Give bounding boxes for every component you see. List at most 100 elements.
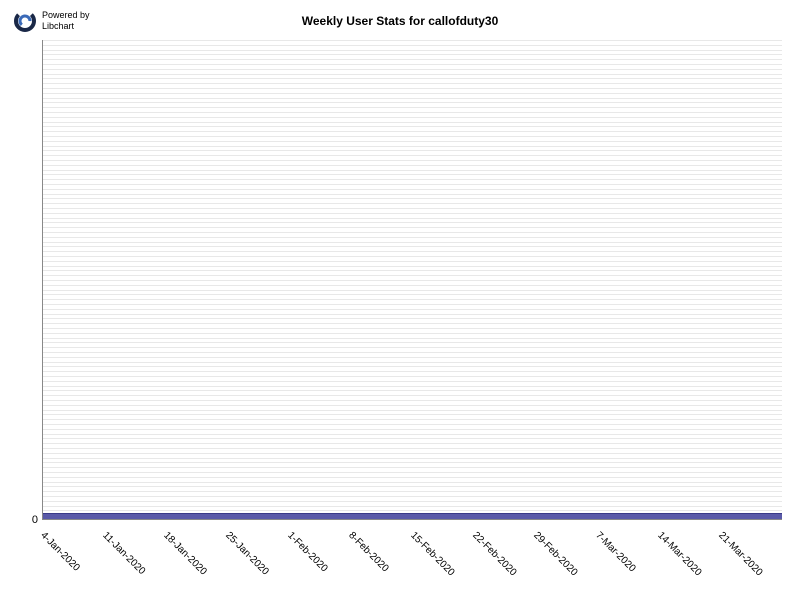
grid-line bbox=[43, 74, 782, 75]
grid-line bbox=[43, 179, 782, 180]
grid-line bbox=[43, 294, 782, 295]
grid-line bbox=[43, 371, 782, 372]
logo-text: Powered by Libchart bbox=[42, 10, 90, 32]
grid-line bbox=[43, 218, 782, 219]
grid-line bbox=[43, 304, 782, 305]
grid-line bbox=[43, 256, 782, 257]
grid-line bbox=[43, 482, 782, 483]
grid-line bbox=[43, 189, 782, 190]
grid-line bbox=[43, 213, 782, 214]
grid-line bbox=[43, 438, 782, 439]
grid-line bbox=[43, 126, 782, 127]
grid-line bbox=[43, 242, 782, 243]
grid-line bbox=[43, 261, 782, 262]
x-axis-label: 7-Mar-2020 bbox=[593, 530, 637, 574]
grid-line bbox=[43, 136, 782, 137]
grid-line bbox=[43, 462, 782, 463]
grid-line bbox=[43, 122, 782, 123]
grid-line bbox=[43, 366, 782, 367]
y-tick-0: 0 bbox=[24, 514, 38, 526]
x-axis-label: 18-Jan-2020 bbox=[162, 530, 209, 577]
grid-line bbox=[43, 69, 782, 70]
grid-line bbox=[43, 102, 782, 103]
x-axis-label: 29-Feb-2020 bbox=[532, 530, 580, 578]
grid-line bbox=[43, 429, 782, 430]
grid-line bbox=[43, 448, 782, 449]
grid-line bbox=[43, 93, 782, 94]
grid-line bbox=[43, 88, 782, 89]
grid-line bbox=[43, 98, 782, 99]
grid-line bbox=[43, 342, 782, 343]
grid-line bbox=[43, 203, 782, 204]
x-axis-label: 14-Mar-2020 bbox=[655, 530, 703, 578]
grid-line bbox=[43, 246, 782, 247]
grid-line bbox=[43, 227, 782, 228]
powered-by-line1: Powered by bbox=[42, 10, 90, 21]
grid-line bbox=[43, 299, 782, 300]
grid-line bbox=[43, 54, 782, 55]
x-axis-label: 8-Feb-2020 bbox=[347, 530, 391, 574]
grid-line bbox=[43, 309, 782, 310]
grid-line bbox=[43, 270, 782, 271]
plot-region bbox=[42, 40, 782, 520]
grid-line bbox=[43, 333, 782, 334]
grid-line bbox=[43, 275, 782, 276]
grid-line bbox=[43, 40, 782, 41]
grid-line bbox=[43, 83, 782, 84]
grid-line bbox=[43, 486, 782, 487]
grid-line bbox=[43, 165, 782, 166]
grid-line bbox=[43, 285, 782, 286]
grid-line bbox=[43, 314, 782, 315]
grid-line bbox=[43, 400, 782, 401]
grid-line bbox=[43, 386, 782, 387]
grid-line bbox=[43, 208, 782, 209]
grid-line bbox=[43, 419, 782, 420]
grid-line bbox=[43, 222, 782, 223]
x-axis-labels: 4-Jan-202011-Jan-202018-Jan-202025-Jan-2… bbox=[42, 524, 782, 604]
grid-line bbox=[43, 338, 782, 339]
x-axis-label: 1-Feb-2020 bbox=[285, 530, 329, 574]
grid-line bbox=[43, 362, 782, 363]
chart-title: Weekly User Stats for callofduty30 bbox=[302, 14, 499, 28]
grid-line bbox=[43, 501, 782, 502]
grid-line bbox=[43, 443, 782, 444]
grid-line bbox=[43, 184, 782, 185]
grid-line bbox=[43, 50, 782, 51]
grid-line bbox=[43, 458, 782, 459]
x-axis-label: 15-Feb-2020 bbox=[408, 530, 456, 578]
grid-line bbox=[43, 112, 782, 113]
grid-line bbox=[43, 290, 782, 291]
x-axis-label: 21-Mar-2020 bbox=[717, 530, 765, 578]
logo-area: Powered by Libchart bbox=[14, 10, 90, 32]
grid-line bbox=[43, 381, 782, 382]
grid-line bbox=[43, 390, 782, 391]
chart-area: 0 4-Jan-202011-Jan-202018-Jan-202025-Jan… bbox=[42, 40, 782, 520]
grid-line bbox=[43, 506, 782, 507]
grid-line bbox=[43, 64, 782, 65]
grid-line bbox=[43, 194, 782, 195]
grid-line bbox=[43, 472, 782, 473]
x-axis-label: 25-Jan-2020 bbox=[223, 530, 270, 577]
grid-line bbox=[43, 237, 782, 238]
grid-line bbox=[43, 414, 782, 415]
grid-line bbox=[43, 251, 782, 252]
x-axis-label: 22-Feb-2020 bbox=[470, 530, 518, 578]
grid-line bbox=[43, 232, 782, 233]
grid-line bbox=[43, 150, 782, 151]
grid-line bbox=[43, 170, 782, 171]
grid-line bbox=[43, 155, 782, 156]
grid-line bbox=[43, 318, 782, 319]
grid-line bbox=[43, 198, 782, 199]
grid-line bbox=[43, 410, 782, 411]
grid-line bbox=[43, 323, 782, 324]
grid-line bbox=[43, 424, 782, 425]
grid-line bbox=[43, 357, 782, 358]
grid-line bbox=[43, 467, 782, 468]
grid-line bbox=[43, 491, 782, 492]
powered-by-line2: Libchart bbox=[42, 21, 90, 32]
grid-line bbox=[43, 477, 782, 478]
grid-line bbox=[43, 78, 782, 79]
grid-line bbox=[43, 434, 782, 435]
grid-line bbox=[43, 107, 782, 108]
grid-line bbox=[43, 146, 782, 147]
